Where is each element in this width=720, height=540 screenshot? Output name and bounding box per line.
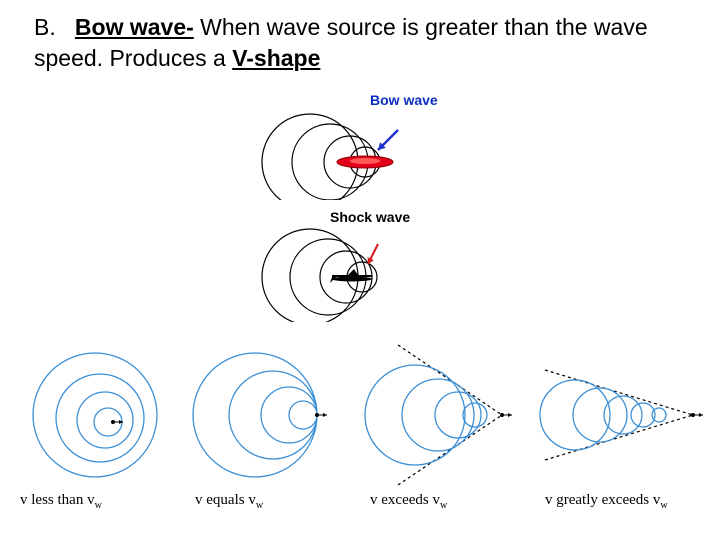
speed-panel-label: v greatly exceeds vw — [545, 492, 668, 511]
section-heading: B. Bow wave- When wave source is greater… — [34, 12, 690, 74]
speed-panel-label: v less than vw — [20, 492, 102, 511]
speed-panel — [535, 340, 710, 490]
speed-panel — [10, 340, 185, 490]
speed-panel — [185, 340, 360, 490]
speed-panel-label: v exceeds vw — [370, 492, 447, 511]
heading-letter: B. — [34, 14, 56, 40]
shock-wave-diagram — [250, 222, 450, 322]
bow-wave-diagram — [250, 100, 450, 200]
heading-vshape: V-shape — [232, 45, 320, 71]
speed-panel-label: v equals vw — [195, 492, 263, 511]
speed-panel — [360, 340, 535, 490]
heading-term: Bow wave- — [75, 14, 194, 40]
